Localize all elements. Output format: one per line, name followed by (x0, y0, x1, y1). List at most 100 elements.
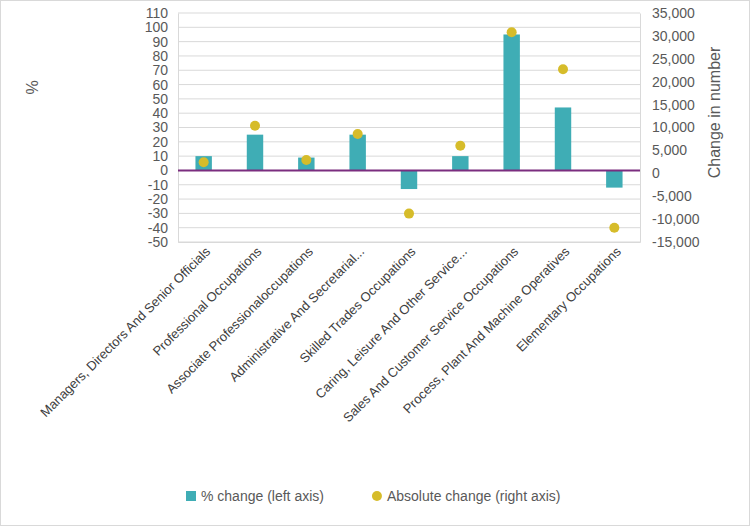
axis-title: Change in number (706, 46, 723, 178)
tick: -50 (148, 234, 178, 250)
tick-label: 20,000 (652, 74, 695, 90)
point (250, 121, 260, 131)
tick: -30 (148, 205, 178, 221)
legend-entry: Absolute change (right axis) (372, 488, 561, 504)
tick-label: 15,000 (652, 97, 695, 113)
bar (452, 156, 468, 170)
zero-line (178, 169, 640, 171)
point (353, 129, 363, 139)
axis-line (179, 242, 641, 243)
tick: 40 (152, 105, 178, 121)
tick: 35,000 (640, 5, 695, 21)
tick-label: 110 (146, 5, 169, 21)
tick-label: Elementary Occupations (513, 243, 624, 354)
tick: 0 (160, 162, 178, 178)
tick: -40 (148, 220, 178, 236)
point (558, 64, 568, 74)
grid-line (178, 70, 640, 71)
tick-label: 80 (152, 48, 168, 64)
grid-line (178, 27, 640, 28)
tick-label: 90 (152, 34, 168, 50)
tick-label: 50 (152, 91, 168, 107)
bar (195, 156, 211, 170)
grid-line (178, 170, 640, 171)
point (507, 27, 517, 37)
bar (606, 170, 622, 187)
tick-label: Sales And Customer Service Occupations (340, 243, 522, 425)
grid-line (178, 227, 640, 228)
point (455, 141, 465, 151)
tick-label: 35,000 (652, 5, 695, 21)
bar (247, 135, 263, 171)
tick: 0 (640, 165, 660, 181)
tick-label: -15,000 (652, 234, 700, 250)
tick: 30,000 (640, 28, 695, 44)
tick: 30 (152, 119, 178, 135)
tick: -5,000 (640, 188, 692, 204)
grid-line (178, 199, 640, 200)
bar (401, 170, 417, 189)
tick: 50 (152, 91, 178, 107)
tick: -20 (148, 191, 178, 207)
tick: 15,000 (640, 97, 695, 113)
tick: 110 (146, 5, 178, 21)
grid-line (178, 98, 640, 99)
legend: % change (left axis) Absolute change (rig… (186, 488, 561, 504)
grid-line (178, 13, 640, 14)
axis-line (640, 14, 641, 243)
point-series (199, 27, 620, 233)
tick-label: 10 (152, 148, 168, 164)
grid-line (178, 41, 640, 42)
tick-label: 0 (652, 165, 660, 181)
tick: 10 (152, 148, 178, 164)
grid-line (178, 84, 640, 85)
tick: Sales And Customer Service Occupations (340, 242, 522, 425)
tick-label: 60 (152, 77, 168, 93)
tick: -10,000 (640, 211, 700, 227)
bar-series (195, 34, 622, 189)
tick-label: -10 (148, 177, 168, 193)
axis-title: % (24, 80, 41, 94)
tick: Elementary Occupations (513, 242, 624, 355)
marks (195, 27, 622, 233)
x-axis: Managers, Directors And Senior Officials… (37, 242, 640, 425)
axis-line (178, 14, 179, 243)
tick-label: 40 (152, 105, 168, 121)
tick: -15,000 (640, 234, 700, 250)
tick: 20,000 (640, 74, 695, 90)
tick-label: 25,000 (652, 51, 695, 67)
legend-label: % change (left axis) (201, 488, 324, 504)
point (199, 157, 209, 167)
tick: 70 (152, 62, 178, 78)
legend-swatch (186, 491, 196, 501)
y2-axis: -15,000 -10,000 -5,000 0 5,000 10,000 15,000 20… (640, 5, 700, 250)
grid-line (178, 242, 640, 243)
grid (178, 13, 640, 242)
tick: 10,000 (640, 119, 695, 135)
legend-label: Absolute change (right axis) (387, 488, 561, 504)
tick-label: -10,000 (652, 211, 700, 227)
tick: 5,000 (640, 142, 687, 158)
tick-label: -40 (148, 220, 168, 236)
tick: 20 (152, 134, 178, 150)
tick-label: -20 (148, 191, 168, 207)
chart: -50-40-30-20-100102030405060708090100110… (0, 0, 750, 526)
legend-entry: % change (left axis) (186, 488, 324, 504)
tick-label: 20 (152, 134, 168, 150)
point (609, 223, 619, 233)
y-axis: -50-40-30-20-100102030405060708090100110 (145, 5, 179, 250)
tick-label: 70 (152, 62, 168, 78)
grid-line (178, 55, 640, 56)
bar (349, 135, 365, 171)
tick-label: 30,000 (652, 28, 695, 44)
tick: 100 (145, 19, 178, 35)
tick-label: -50 (148, 234, 168, 250)
tick: 80 (152, 48, 178, 64)
point (301, 155, 311, 165)
tick-label: 30 (152, 119, 168, 135)
tick: 25,000 (640, 51, 695, 67)
tick: -10 (148, 177, 178, 193)
tick-label: -5,000 (652, 188, 692, 204)
chart-frame (1, 1, 750, 526)
plot: -50-40-30-20-100102030405060708090100110… (37, 5, 699, 425)
